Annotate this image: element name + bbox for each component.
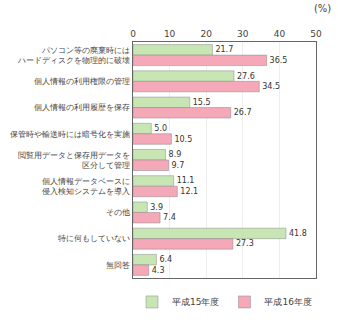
svg-text:11.1: 11.1 [177,176,195,185]
svg-text:特に何もしていない: 特に何もしていない [58,234,130,243]
svg-text:20: 20 [200,29,212,39]
svg-text:その他: その他 [106,208,130,217]
svg-text:閲覧用データと保存用データを区分して管理: 閲覧用データと保存用データを区分して管理 [18,151,130,170]
svg-text:保管時や輸送時には暗号化を実施: 保管時や輸送時には暗号化を実施 [10,130,130,139]
svg-text:(%): (%) [314,3,331,14]
svg-text:34.5: 34.5 [262,82,280,91]
svg-text:27.3: 27.3 [236,239,254,248]
svg-text:10.5: 10.5 [174,135,192,144]
svg-text:個人情報データベースに侵入検知システムを導入: 個人情報データベースに侵入検知システムを導入 [42,177,130,196]
svg-text:無回答: 無回答 [106,261,130,270]
svg-text:50: 50 [310,29,322,39]
svg-text:36.5: 36.5 [270,56,288,65]
svg-text:12.1: 12.1 [180,187,198,196]
svg-text:平成16年度: 平成16年度 [264,297,311,307]
svg-text:4.3: 4.3 [152,266,165,275]
svg-text:0: 0 [130,29,136,39]
svg-text:個人情報の利用履歴を保存: 個人情報の利用履歴を保存 [34,103,130,112]
svg-text:パソコン等の廃棄時にはハードディスクを物理的に破壊: パソコン等の廃棄時にはハードディスクを物理的に破壊 [17,46,130,65]
svg-text:27.6: 27.6 [237,72,255,81]
svg-text:8.9: 8.9 [169,150,182,159]
svg-text:3.9: 3.9 [150,203,163,212]
svg-text:40: 40 [274,29,286,39]
svg-text:個人情報の利用権限の管理: 個人情報の利用権限の管理 [34,77,130,86]
svg-text:平成15年度: 平成15年度 [172,297,219,307]
svg-text:30: 30 [237,29,249,39]
svg-text:15.5: 15.5 [193,98,211,107]
svg-text:7.4: 7.4 [163,213,176,222]
svg-text:10: 10 [164,29,176,39]
svg-text:6.4: 6.4 [159,255,172,264]
svg-text:9.7: 9.7 [172,161,185,170]
svg-text:26.7: 26.7 [234,108,252,117]
svg-text:5.0: 5.0 [154,124,167,133]
svg-text:21.7: 21.7 [215,45,233,54]
svg-text:41.8: 41.8 [289,229,307,238]
